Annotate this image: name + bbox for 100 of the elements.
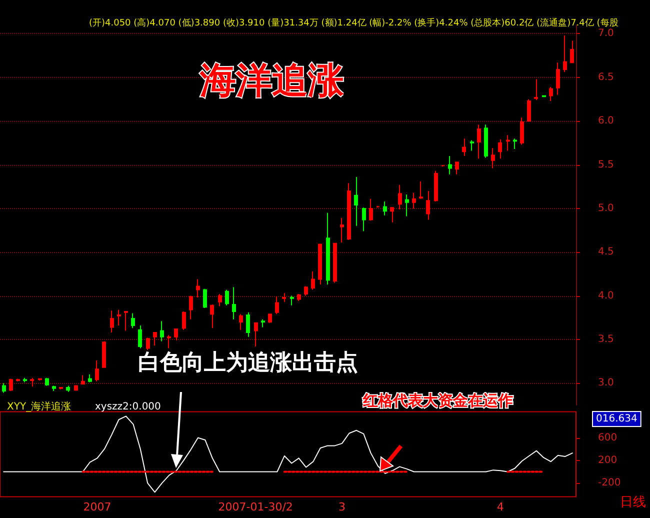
text: 海洋追涨	[199, 60, 345, 102]
candlestick	[347, 182, 351, 240]
candlestick	[304, 286, 308, 296]
candlestick	[52, 385, 56, 392]
x-tick-label: 4	[496, 500, 504, 514]
candlestick	[182, 311, 186, 330]
candlestick	[390, 207, 394, 223]
candlestick	[254, 322, 258, 347]
y-tick-label: 4.5	[598, 246, 614, 258]
candlestick	[131, 312, 135, 329]
x-tick-label: 2007-01-30/2	[218, 500, 293, 514]
candlestick	[570, 40, 574, 64]
candlestick	[117, 309, 121, 326]
candlestick	[506, 134, 510, 152]
candlestick	[138, 325, 142, 349]
candlestick	[383, 200, 387, 216]
candlestick	[326, 212, 330, 285]
annotation: 白色向上为追涨出击点	[138, 350, 358, 376]
candlestick	[146, 337, 150, 350]
candlestick	[196, 278, 200, 298]
candlestick	[290, 295, 294, 306]
candlestick	[556, 62, 560, 96]
candlestick	[491, 148, 495, 169]
candlestick	[203, 288, 207, 309]
candlestick	[66, 385, 70, 392]
candlestick	[484, 124, 488, 158]
candlestick	[513, 138, 517, 150]
candlestick	[354, 176, 358, 226]
candlestick	[405, 194, 409, 217]
candlestick	[369, 198, 373, 222]
candlestick	[124, 311, 128, 332]
text: 016.634	[596, 414, 638, 424]
candlestick	[189, 295, 193, 320]
candlestick	[318, 244, 322, 285]
y-tick-label: 7.0	[598, 28, 614, 40]
candlestick	[239, 314, 243, 330]
candlestick	[74, 385, 78, 391]
candlestick	[477, 124, 481, 160]
candlestick	[448, 156, 452, 175]
candlestick	[2, 382, 6, 394]
candlestick	[520, 117, 524, 146]
candlestick	[333, 242, 337, 284]
y-tick-label: 200	[598, 454, 618, 466]
candlestick	[419, 180, 423, 200]
x-tick-label: 2007	[83, 500, 112, 514]
chart-subtitle: xyszz2:0.000	[95, 402, 161, 412]
y-tick-label: 4.0	[598, 290, 614, 302]
candlestick	[210, 304, 214, 329]
candlestick	[38, 378, 42, 382]
candlestick	[282, 292, 286, 302]
annotation: 红格代表大资金在运作	[362, 392, 513, 410]
line-series	[3, 416, 573, 493]
candlestick	[261, 318, 265, 328]
candlestick	[534, 78, 538, 101]
candlestick	[174, 328, 178, 341]
candlestick	[153, 332, 157, 346]
candlestick	[95, 360, 99, 382]
candlestick	[426, 190, 430, 220]
candlestick	[498, 138, 502, 160]
candlestick	[246, 312, 250, 338]
candlestick	[45, 377, 49, 386]
candlestick	[412, 192, 416, 209]
x-tick-label: 3	[338, 500, 346, 514]
candlestick	[455, 162, 459, 175]
candlestick	[232, 286, 236, 320]
candlestick	[110, 310, 114, 333]
candlestick	[275, 296, 279, 315]
y-tick-label: 3.0	[598, 378, 614, 389]
candlestick	[398, 184, 402, 210]
candlestick	[470, 140, 474, 152]
candlestick	[340, 218, 344, 244]
candlestick	[9, 378, 13, 392]
candlestick	[268, 314, 272, 324]
candlestick	[225, 289, 229, 306]
y-tick-label: 6.5	[598, 72, 614, 83]
y-tick-label: 5.5	[598, 159, 614, 170]
candlestick	[297, 294, 301, 302]
candlestick	[362, 207, 366, 232]
chart-subtitle: (开)4.050 (高)4.070 (低)3.890 (收)3.910 (量)31.34万 (额)1.24亿 (幅)-2.2% (换手)4.24% (总股本)60.2亿 (流通盘)7.4亿 (每股	[89, 18, 618, 28]
candlestick	[462, 138, 466, 157]
chart-title: XYY_海洋追涨	[7, 400, 72, 412]
candlestick	[23, 377, 27, 383]
candlestick	[311, 270, 315, 290]
y-tick-label: 3.5	[598, 334, 614, 345]
y-tick-label: 600	[598, 432, 618, 444]
candlestick	[88, 374, 92, 383]
candlestick	[167, 334, 171, 349]
candlestick	[563, 34, 567, 73]
candlestick	[81, 374, 85, 385]
candlestick	[527, 98, 531, 122]
candlestick	[102, 340, 106, 368]
candlestick	[30, 377, 34, 388]
candlestick	[218, 294, 222, 307]
candlestick	[16, 378, 20, 382]
y-tick-label: 6.0	[598, 116, 614, 127]
candlestick	[160, 320, 164, 342]
candlestick	[434, 170, 438, 202]
text: 日线	[620, 495, 646, 510]
candlestick	[549, 86, 553, 102]
candlestick	[59, 387, 63, 390]
